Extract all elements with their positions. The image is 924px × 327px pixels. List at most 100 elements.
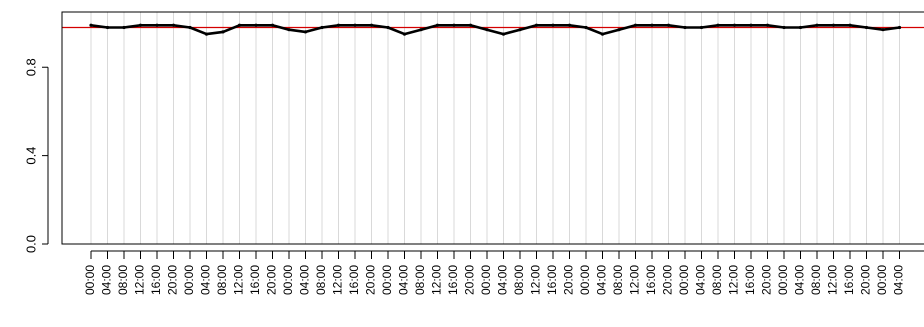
data-point [798,25,803,30]
data-point [831,23,836,27]
x-tick-label: 20:00 [661,265,675,295]
x-tick-label: 20:00 [166,265,180,295]
plot-frame [61,11,924,245]
data-point [815,23,819,27]
x-tick-label: 16:00 [149,265,163,295]
data-point [650,23,654,27]
data-point [188,25,192,30]
x-tick-label: 04:00 [199,265,213,295]
x-tick-label: 16:00 [644,265,658,295]
data-point [303,30,308,34]
x-tick-label: 16:00 [842,265,856,295]
data-point [501,32,506,36]
x-tick-label: 16:00 [347,265,361,295]
x-tick-label: 00:00 [578,265,592,295]
data-point [864,25,869,30]
series-line [90,24,900,36]
vertical-grid [90,12,900,244]
data-point [287,28,291,32]
data-point [468,23,473,27]
data-point [534,23,539,27]
x-tick-label: 08:00 [710,265,724,295]
x-tick-label: 00:00 [875,265,889,295]
data-point [435,23,440,27]
y-tick-label: 0.8 [23,58,38,76]
x-tick-label: 08:00 [413,265,427,295]
data-point [89,23,93,27]
data-point [369,23,374,27]
x-tick-label: 04:00 [496,265,510,295]
x-tick-label: 20:00 [859,265,873,295]
x-tick-label: 08:00 [116,265,130,295]
data-point [270,23,275,27]
data-point [237,23,242,27]
x-tick-label: 20:00 [463,265,477,295]
x-tick-label: 04:00 [397,265,411,295]
data-point [600,32,605,36]
data-point [584,25,588,30]
x-tick-label: 12:00 [331,265,345,295]
x-tick-label: 20:00 [562,265,576,295]
x-tick-label: 20:00 [760,265,774,295]
data-point [221,30,225,34]
x-tick-label: 16:00 [446,265,460,295]
x-tick-label: 12:00 [826,265,840,295]
x-tick-label: 00:00 [83,265,97,295]
x-tick-label: 08:00 [512,265,526,295]
data-point [699,25,704,30]
data-point [254,23,258,27]
data-point [765,23,770,27]
data-point [881,28,885,32]
x-tick-label: 08:00 [611,265,625,295]
x-tick-label: 08:00 [314,265,328,295]
data-point [353,23,357,27]
x-tick-label: 16:00 [248,265,262,295]
data-point [897,25,902,30]
x-tick-label: 20:00 [265,265,279,295]
y-tick-label: 0.0 [23,235,38,253]
data-point [782,25,786,30]
data-point [155,23,159,27]
x-tick-label: 04:00 [694,265,708,295]
x-tick-label: 20:00 [364,265,378,295]
x-tick-label: 00:00 [479,265,493,295]
x-tick-label: 04:00 [892,265,906,295]
data-point [567,23,572,27]
data-point [386,25,390,30]
data-point [749,23,753,27]
data-point [683,25,687,30]
x-tick-label: 00:00 [182,265,196,295]
y-axis: 0.0 0.4 0.8 [23,58,49,253]
x-tick-label: 00:00 [776,265,790,295]
data-point [732,23,737,27]
data-point [551,23,555,27]
x-axis: 00:00 04:00 08:00 12:00 16:00 20:00 00:00 04:00… [83,250,924,295]
x-tick-label: 12:00 [529,265,543,295]
data-point [633,23,638,27]
x-tick-label: 16:00 [545,265,559,295]
x-tick-label: 04:00 [298,265,312,295]
x-tick-label: 04:00 [793,265,807,295]
data-point [617,28,621,32]
data-point [138,23,143,27]
x-tick-label: 00:00 [677,265,691,295]
x-tick-label: 12:00 [133,265,147,295]
data-point [171,23,176,27]
data-point [716,23,720,27]
x-tick-label: 12:00 [628,265,642,295]
data-point [485,28,489,32]
x-tick-label: 00:00 [380,265,394,295]
data-point [122,25,126,30]
data-point [204,32,209,36]
x-tick-label: 12:00 [727,265,741,295]
data-point [848,23,852,27]
x-tick-label: 00:00 [281,265,295,295]
data-point [419,28,423,32]
data-point [402,32,407,36]
data-point [105,25,110,30]
x-tick-label: 12:00 [430,265,444,295]
x-tick-label: 16:00 [743,265,757,295]
x-tick-label: 04:00 [595,265,609,295]
